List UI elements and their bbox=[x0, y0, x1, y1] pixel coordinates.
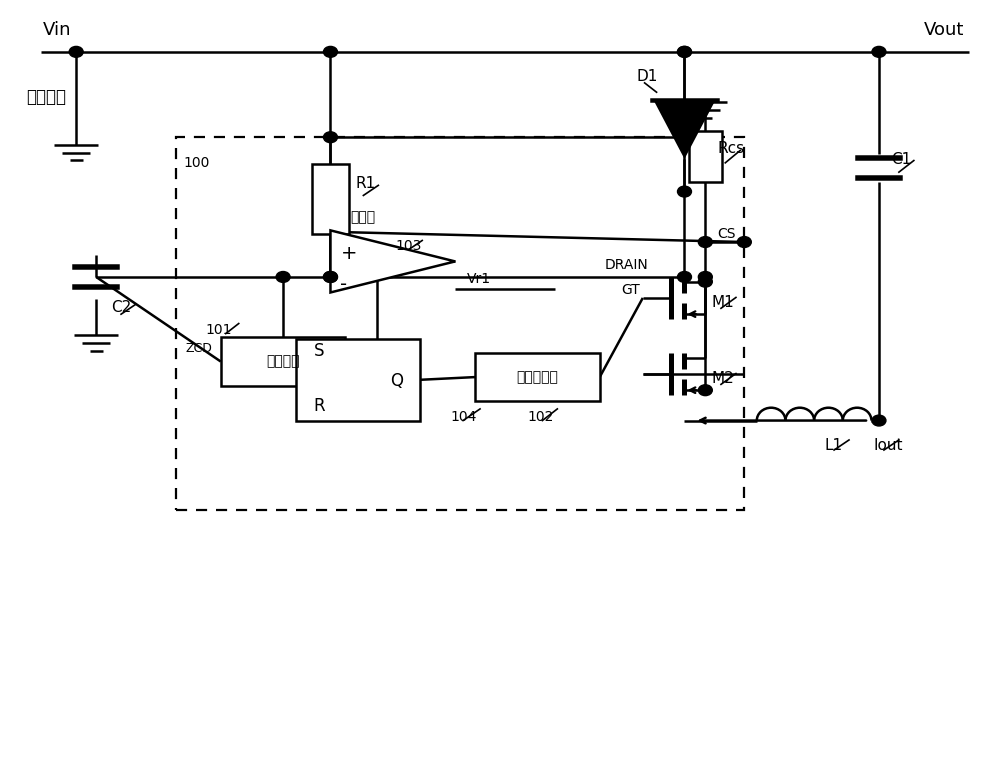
Text: GT: GT bbox=[621, 283, 640, 297]
Text: Rcs: Rcs bbox=[717, 141, 744, 156]
Text: +: + bbox=[340, 244, 357, 263]
Text: 100: 100 bbox=[184, 156, 210, 170]
Bar bbox=[296, 339, 420, 421]
Bar bbox=[221, 337, 345, 386]
Text: DRAIN: DRAIN bbox=[605, 258, 648, 272]
Circle shape bbox=[698, 272, 712, 282]
Text: 102: 102 bbox=[527, 410, 554, 424]
Text: L1: L1 bbox=[824, 438, 842, 453]
Circle shape bbox=[872, 415, 886, 426]
Bar bbox=[475, 353, 600, 401]
Circle shape bbox=[323, 47, 337, 58]
Text: M2: M2 bbox=[711, 371, 734, 386]
Text: 过零检测: 过零检测 bbox=[266, 354, 300, 368]
Text: Q: Q bbox=[390, 372, 403, 390]
Circle shape bbox=[323, 272, 337, 282]
Text: Iout: Iout bbox=[874, 438, 903, 453]
Polygon shape bbox=[330, 231, 455, 292]
Circle shape bbox=[698, 277, 712, 287]
Polygon shape bbox=[653, 100, 716, 159]
Text: 104: 104 bbox=[450, 410, 477, 424]
Text: Vr1: Vr1 bbox=[467, 272, 491, 286]
Text: CS: CS bbox=[717, 227, 736, 241]
Circle shape bbox=[678, 47, 691, 58]
Text: 输入电压: 输入电压 bbox=[26, 88, 66, 106]
Circle shape bbox=[678, 47, 691, 58]
Text: M1: M1 bbox=[711, 294, 734, 310]
Circle shape bbox=[69, 47, 83, 58]
Text: C2: C2 bbox=[111, 300, 131, 315]
Text: Vout: Vout bbox=[924, 21, 964, 39]
Text: 101: 101 bbox=[206, 323, 232, 337]
Bar bbox=[176, 137, 744, 509]
Circle shape bbox=[698, 385, 712, 396]
Circle shape bbox=[698, 237, 712, 248]
Circle shape bbox=[678, 132, 691, 143]
Text: Vin: Vin bbox=[43, 21, 72, 39]
Text: R: R bbox=[314, 397, 325, 415]
Circle shape bbox=[872, 47, 886, 58]
Text: R1: R1 bbox=[355, 176, 376, 191]
Text: -: - bbox=[340, 275, 348, 294]
Text: C1: C1 bbox=[891, 153, 911, 167]
Text: S: S bbox=[314, 342, 324, 360]
Text: 逻辑和驱动: 逻辑和驱动 bbox=[516, 370, 558, 384]
Text: ZCD: ZCD bbox=[186, 342, 213, 355]
Circle shape bbox=[678, 272, 691, 282]
Bar bbox=[312, 164, 349, 234]
Text: D1: D1 bbox=[637, 69, 658, 83]
Circle shape bbox=[678, 186, 691, 197]
Circle shape bbox=[323, 132, 337, 143]
Text: 比较器: 比较器 bbox=[350, 210, 376, 224]
Text: 103: 103 bbox=[395, 239, 422, 252]
Bar bbox=[689, 132, 722, 182]
Circle shape bbox=[323, 272, 337, 282]
Circle shape bbox=[276, 272, 290, 282]
Circle shape bbox=[737, 237, 751, 248]
